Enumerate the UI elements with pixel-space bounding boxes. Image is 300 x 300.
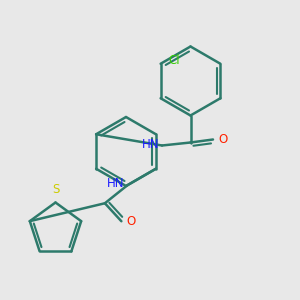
Text: Cl: Cl [168,54,180,67]
Text: O: O [127,215,136,228]
Text: S: S [52,183,59,196]
Text: HN: HN [107,177,124,190]
Text: O: O [218,133,228,146]
Text: HN: HN [142,137,159,151]
